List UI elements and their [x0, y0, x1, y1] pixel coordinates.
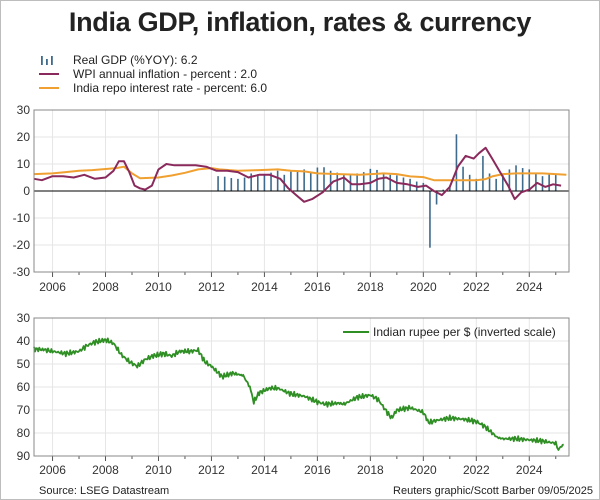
wpi-inflation-line [33, 146, 562, 203]
gdp-bar [382, 172, 385, 191]
gdp-bar [501, 174, 504, 191]
gdp-bar [336, 172, 339, 191]
gdp-bar [521, 168, 524, 191]
gdp-bar [217, 176, 219, 191]
top-y-tick-label: -30 [13, 265, 31, 279]
gdp-bar [223, 176, 226, 191]
gdp-bar [309, 171, 312, 191]
gdp-bar [343, 174, 345, 191]
gdp-bar [356, 173, 358, 191]
bottom-plot-border [33, 317, 570, 457]
top-x-tick-label: 2006 [39, 280, 66, 294]
gdp-bar [475, 178, 478, 191]
top-x-tick-label: 2022 [463, 280, 490, 294]
bottom-x-tick-label: 2014 [251, 463, 278, 477]
bottom-y-tick-label: 70 [17, 403, 31, 417]
gdp-bar [495, 178, 497, 191]
gdp-bar [468, 174, 471, 191]
top-x-tick-label: 2024 [516, 280, 543, 294]
gdp-bar [482, 155, 484, 191]
gdp-bar [237, 178, 239, 191]
bottom-x-tick-label: 2022 [463, 463, 490, 477]
bottom-x-tick-label: 2024 [516, 463, 543, 477]
gdp-bar [250, 173, 252, 191]
bottom-y-tick-label: 80 [17, 426, 31, 440]
gdp-bar [303, 169, 305, 191]
legend-gdp-swatch [51, 56, 53, 65]
top-y-tick-label: 0 [23, 184, 30, 198]
bottom-x-tick-label: 2006 [39, 463, 66, 477]
bottom-x-tick-label: 2016 [304, 463, 331, 477]
gdp-bar [535, 172, 537, 191]
gdp-bar [435, 191, 438, 205]
gdp-bar [276, 170, 279, 191]
bottom-x-tick-label: 2018 [357, 463, 384, 477]
gdp-bar [442, 189, 444, 191]
top-y-tick-label: -10 [13, 211, 31, 225]
bottom-y-tick-label: 40 [17, 334, 31, 348]
top-x-tick-label: 2008 [92, 280, 119, 294]
legend-gdp-swatch [41, 56, 43, 65]
gdp-bar [528, 169, 531, 191]
gdp-bar [462, 166, 464, 191]
gdp-bar [455, 134, 458, 191]
gdp-bar [389, 174, 392, 191]
legend-gdp-swatch [46, 59, 48, 65]
top-x-tick-label: 2010 [145, 280, 172, 294]
gdp-bar [429, 191, 431, 248]
legend-label-2: India repo interest rate - percent: 6.0 [73, 81, 267, 95]
gdp-bar [323, 167, 325, 191]
gdp-bar [508, 169, 511, 191]
top-x-tick-label: 2012 [198, 280, 225, 294]
bottom-x-tick-label: 2020 [410, 463, 437, 477]
legend-label-0: Real GDP (%YOY): 6.2 [73, 53, 198, 67]
gdp-bar [256, 174, 259, 191]
bottom-x-tick-label: 2012 [198, 463, 225, 477]
bottom-x-tick-label: 2010 [145, 463, 172, 477]
gdp-bar [243, 177, 246, 191]
gdp-bar [369, 168, 372, 191]
gdp-bar [541, 176, 544, 191]
bottom-y-tick-label: 30 [17, 311, 31, 325]
gdp-bar [554, 174, 557, 191]
chart-title: India GDP, inflation, rates & currency [68, 7, 532, 37]
gdp-bar [316, 167, 319, 191]
gdp-bar [548, 174, 550, 191]
bottom-y-tick-label: 50 [17, 357, 31, 371]
top-y-tick-label: 20 [17, 130, 31, 144]
repo-rate-line [33, 165, 567, 182]
legend-rupee-label: Indian rupee per $ (inverted scale) [373, 325, 556, 339]
top-y-tick-label: -20 [13, 238, 31, 252]
top-x-tick-label: 2014 [251, 280, 278, 294]
top-x-tick-label: 2018 [357, 280, 384, 294]
rupee-line [33, 337, 565, 451]
bottom-y-tick-label: 60 [17, 380, 31, 394]
bottom-y-tick-label: 90 [17, 449, 31, 463]
gdp-bar [263, 175, 266, 191]
gdp-bar [296, 170, 299, 191]
top-x-tick-label: 2020 [410, 280, 437, 294]
top-y-tick-label: 30 [17, 103, 31, 117]
top-x-tick-label: 2016 [304, 280, 331, 294]
gdp-bar [362, 172, 365, 191]
credit-note: Reuters graphic/Scott Barber 09/05/2025 [393, 485, 593, 497]
bottom-x-tick-label: 2008 [92, 463, 119, 477]
source-note: Source: LSEG Datastream [39, 485, 170, 497]
gdp-bar [230, 178, 233, 191]
top-y-tick-label: 10 [17, 157, 31, 171]
top-plot-border [33, 109, 570, 273]
gdp-bar [488, 173, 491, 191]
legend-label-1: WPI annual inflation - percent : 2.0 [73, 67, 257, 81]
gdp-bar [515, 165, 517, 191]
gdp-bar [290, 171, 292, 191]
gdp-bar [270, 172, 272, 191]
gdp-bar [329, 170, 332, 191]
